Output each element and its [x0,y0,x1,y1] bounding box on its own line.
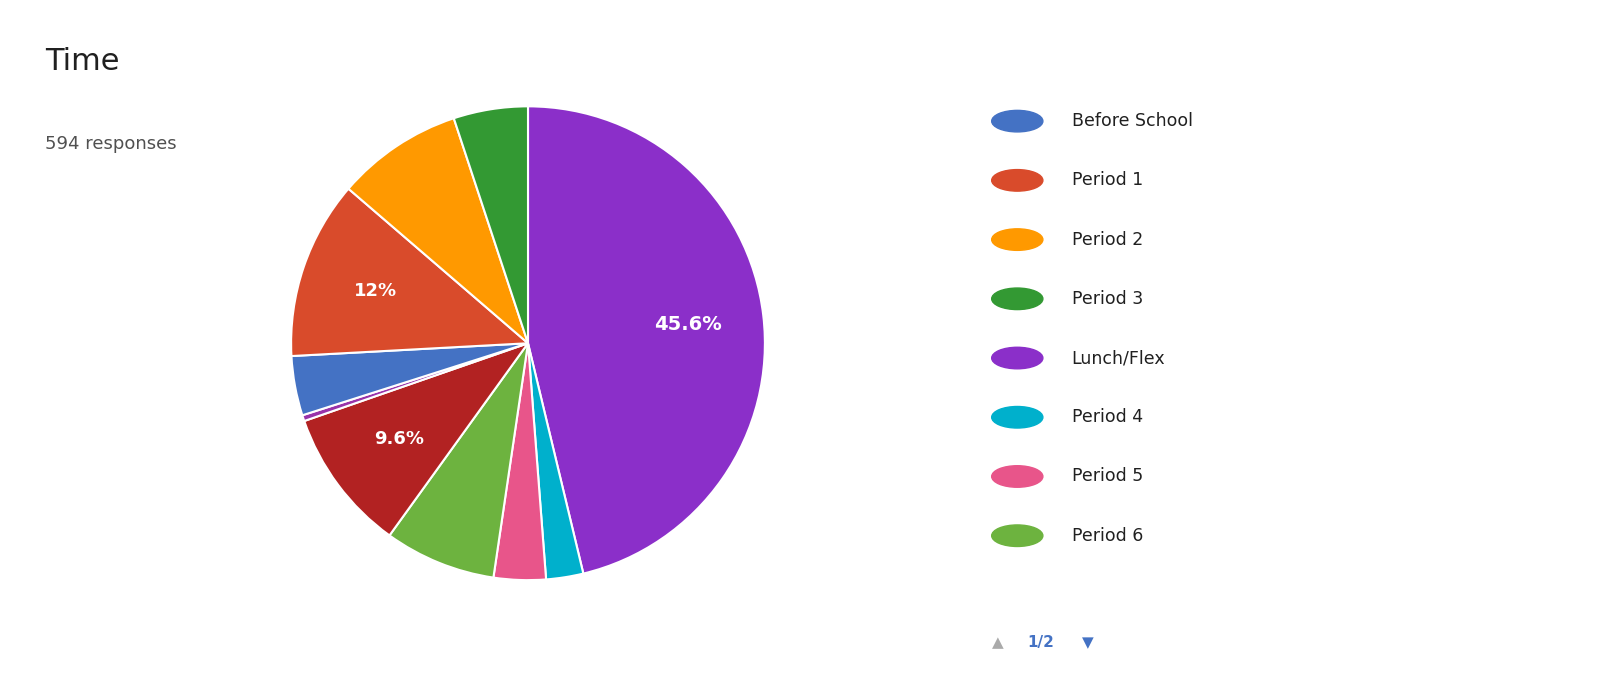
Text: Period 6: Period 6 [1072,527,1142,544]
Wedge shape [291,188,528,356]
Text: Period 3: Period 3 [1072,290,1142,308]
Text: 9.6%: 9.6% [374,431,424,448]
Circle shape [992,466,1043,487]
Wedge shape [302,343,528,421]
Wedge shape [389,343,528,577]
Circle shape [992,229,1043,250]
Text: Lunch/Flex: Lunch/Flex [1072,349,1165,367]
Wedge shape [528,106,765,573]
Wedge shape [528,343,584,579]
Circle shape [992,110,1043,132]
Text: Before School: Before School [1072,112,1192,130]
Circle shape [992,170,1043,191]
Wedge shape [349,118,528,343]
Text: ▲: ▲ [992,635,1003,650]
Text: 12%: 12% [354,282,397,300]
Text: Period 1: Period 1 [1072,172,1142,189]
Wedge shape [493,343,546,580]
Text: 1/2: 1/2 [1027,635,1054,650]
Circle shape [992,288,1043,310]
Text: Period 2: Period 2 [1072,231,1142,248]
Circle shape [992,347,1043,369]
Wedge shape [304,343,528,536]
Text: ▼: ▼ [1082,635,1093,650]
Text: 594 responses: 594 responses [45,135,176,153]
Text: 45.6%: 45.6% [654,315,722,334]
Text: Time: Time [45,47,120,76]
Wedge shape [291,343,528,415]
Text: Period 5: Period 5 [1072,468,1142,485]
Text: Period 4: Period 4 [1072,409,1142,426]
Wedge shape [454,106,528,343]
Circle shape [992,406,1043,428]
Circle shape [992,525,1043,546]
